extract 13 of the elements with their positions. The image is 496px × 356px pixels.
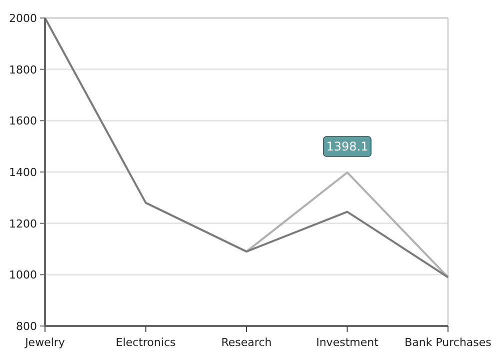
y-tick-label: 1600 — [9, 114, 37, 128]
y-tick-label: 1200 — [9, 217, 37, 230]
x-tick-label: Bank Purchases — [404, 336, 492, 349]
data-label: 1398.1 — [326, 139, 368, 154]
y-tick-label: 1400 — [9, 166, 37, 179]
x-tick-label: Jewelry — [24, 336, 66, 349]
y-tick-label: 800 — [16, 320, 37, 333]
y-tick-label: 1000 — [9, 268, 37, 282]
x-tick-label: Investment — [316, 336, 380, 349]
x-tick-label: Research — [221, 336, 272, 349]
y-tick-label: 1800 — [9, 63, 37, 76]
y-tick-label: 2000 — [9, 12, 37, 25]
x-tick-label: Electronics — [116, 336, 176, 349]
